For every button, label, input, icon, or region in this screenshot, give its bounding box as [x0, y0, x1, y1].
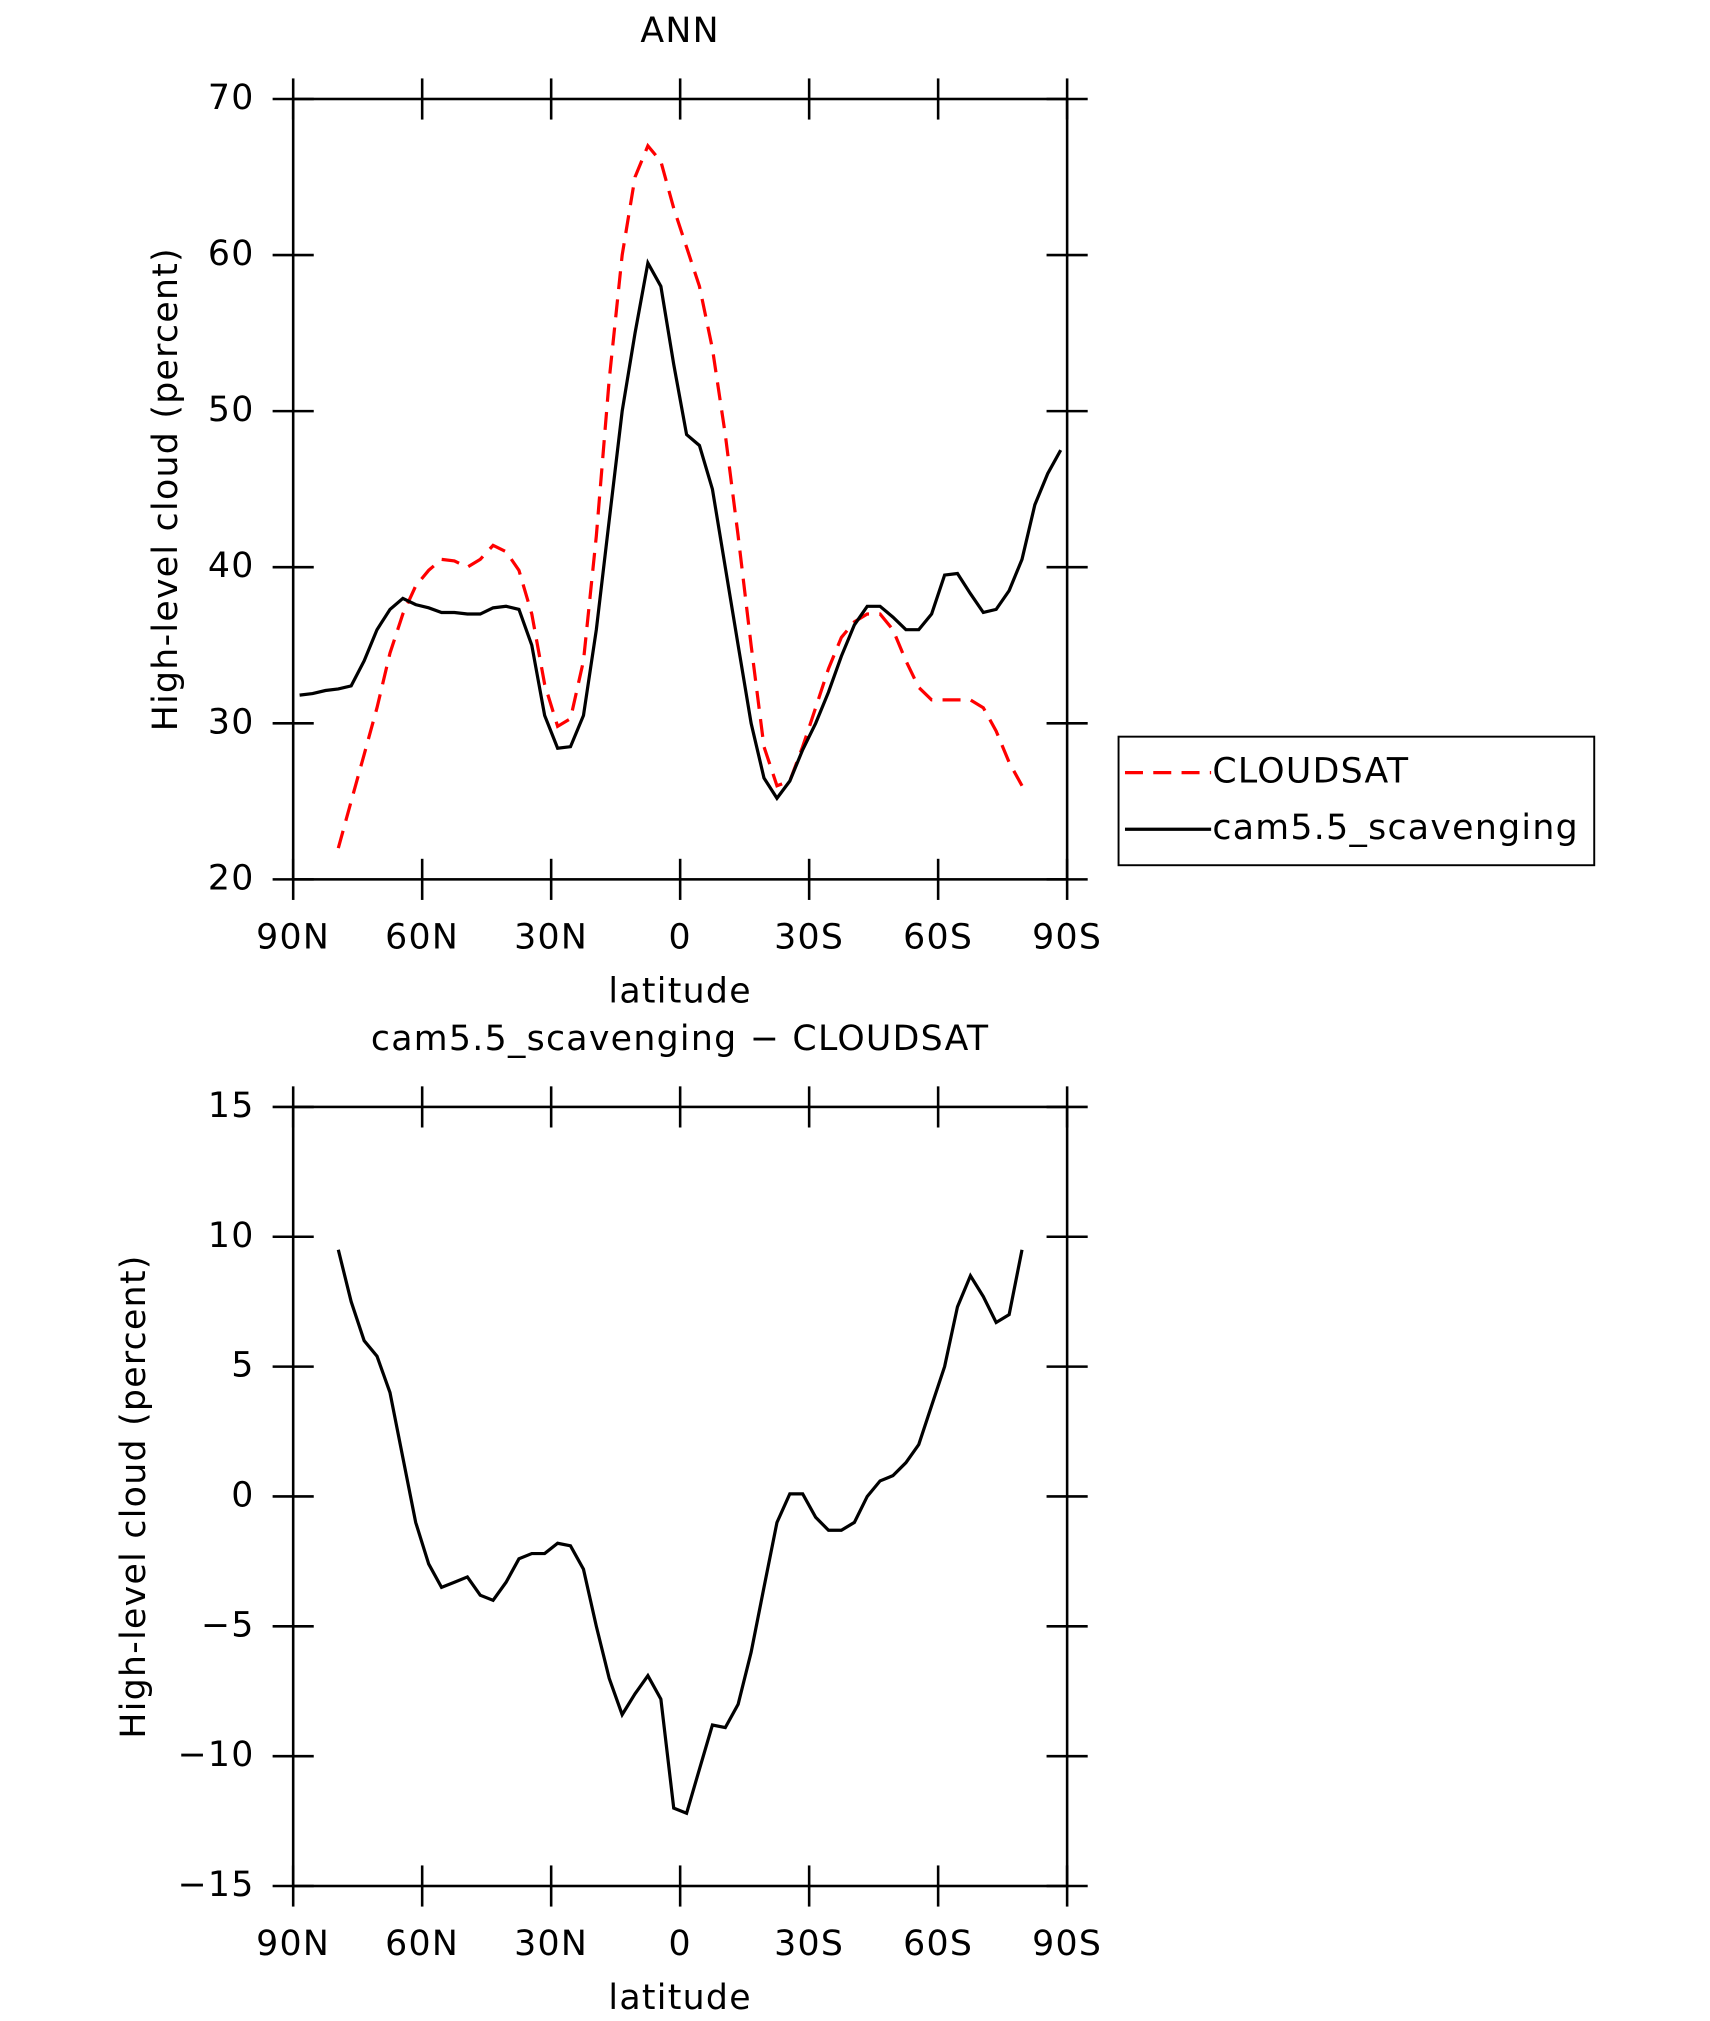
x-tick-label: 60S	[903, 918, 973, 958]
x-tick-label: 30S	[774, 918, 844, 958]
x-tick-label: 60S	[903, 1924, 973, 1964]
y-tick-label: 0	[231, 1475, 254, 1515]
y-tick-label: 60	[208, 234, 255, 274]
y-axis-label: High-level cloud (percent)	[146, 247, 186, 731]
y-tick-label: 15	[208, 1086, 255, 1126]
legend-label: CLOUDSAT	[1212, 752, 1409, 792]
x-tick-label: 90S	[1032, 1924, 1102, 1964]
x-tick-label: 0	[668, 918, 691, 958]
y-tick-label: 30	[208, 702, 255, 742]
data-line	[299, 258, 1063, 802]
data-line	[336, 142, 1024, 849]
y-axis-label: High-level cloud (percent)	[114, 1254, 154, 1738]
y-tick-label: 20	[208, 858, 255, 898]
chart-title: ANN	[640, 11, 720, 51]
x-axis-label: latitude	[608, 1978, 751, 2018]
y-tick-label: 10	[208, 1216, 255, 1256]
y-tick-label: 40	[208, 546, 255, 586]
legend-box	[1117, 735, 1596, 867]
y-tick-label: −10	[178, 1735, 255, 1775]
x-tick-label: 90N	[256, 918, 330, 958]
x-tick-label: 30S	[774, 1924, 844, 1964]
y-tick-label: 5	[231, 1346, 254, 1386]
x-tick-label: 90S	[1032, 918, 1102, 958]
y-tick-label: −5	[201, 1605, 255, 1645]
chart-title: cam5.5_scavenging − CLOUDSAT	[371, 1019, 990, 1059]
x-tick-label: 30N	[514, 918, 588, 958]
x-tick-label: 60N	[385, 1924, 459, 1964]
x-tick-label: 30N	[514, 1924, 588, 1964]
x-tick-label: 90N	[256, 1924, 330, 1964]
y-tick-label: 70	[208, 78, 255, 118]
y-tick-label: −15	[178, 1865, 255, 1905]
x-axis-label: latitude	[608, 972, 751, 1012]
y-tick-label: 50	[208, 390, 255, 430]
x-tick-label: 60N	[385, 918, 459, 958]
data-line	[336, 1249, 1024, 1816]
x-tick-label: 0	[668, 1924, 691, 1964]
legend-label: cam5.5_scavenging	[1212, 808, 1579, 848]
plot-frame	[291, 97, 1069, 881]
